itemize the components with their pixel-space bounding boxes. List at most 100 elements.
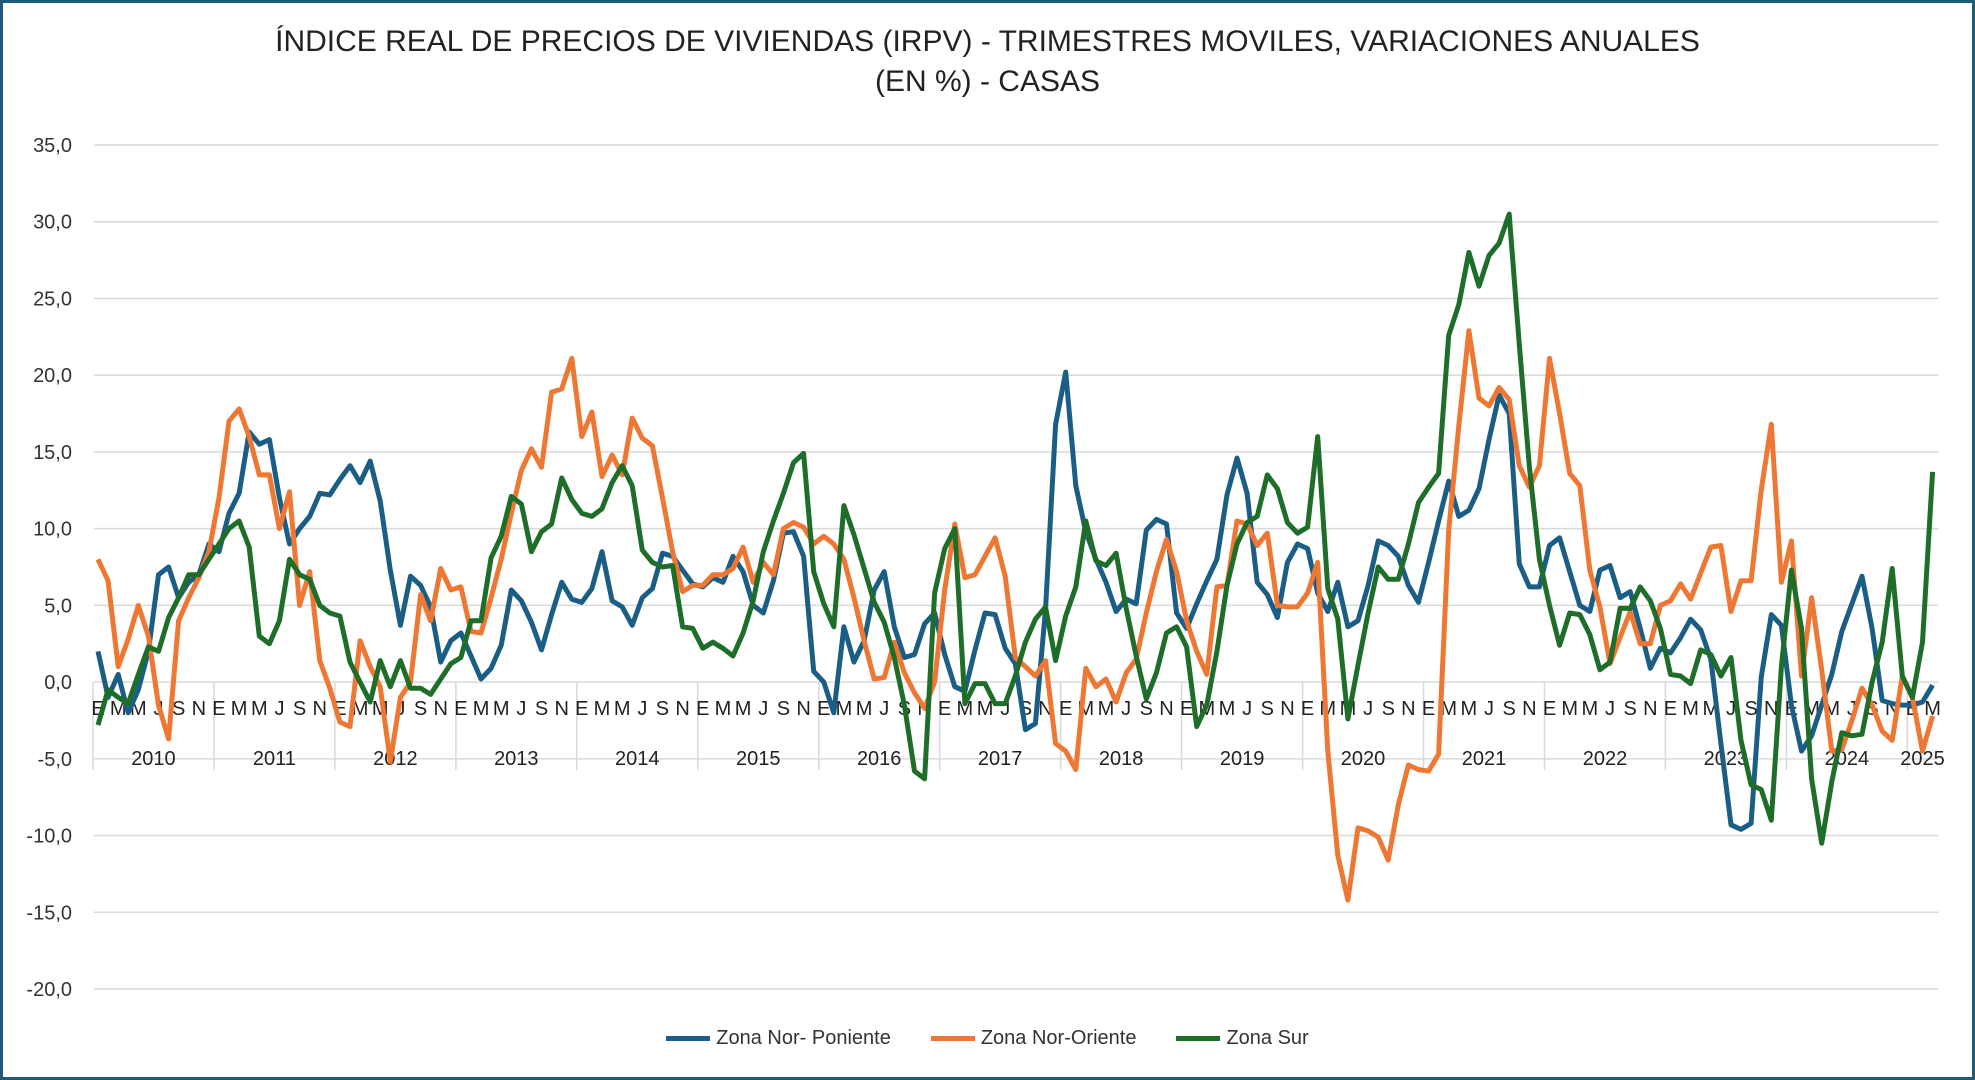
y-tick-label: 30,0: [33, 212, 72, 234]
y-tick-label: 20,0: [33, 365, 72, 387]
x-tick-label: J: [1605, 698, 1615, 720]
x-tick-label: M: [110, 698, 127, 720]
x-tick-label: N: [1764, 698, 1778, 720]
x-tick-label: J: [1726, 698, 1736, 720]
x-tick-label: M: [715, 698, 732, 720]
x-tick-label: S: [293, 698, 306, 720]
legend-swatch: [1176, 1036, 1221, 1041]
y-tick-label: 10,0: [33, 519, 72, 541]
x-tick-label: E: [1664, 698, 1677, 720]
x-tick-label: J: [758, 698, 768, 720]
series-line-sur: [95, 211, 1936, 846]
y-tick-label: 5,0: [44, 595, 72, 617]
x-tick-label: E: [212, 698, 225, 720]
x-tick-label: E: [1543, 698, 1556, 720]
x-tick-label: N: [192, 698, 206, 720]
x-tick-label: N: [313, 698, 327, 720]
x-tick-label: M: [957, 698, 974, 720]
legend-item-nor-poniente: Zona Nor- Poniente: [666, 1027, 891, 1050]
x-tick-label: N: [675, 698, 689, 720]
year-label: 2015: [736, 748, 781, 770]
y-tick-label: 25,0: [33, 288, 72, 310]
x-tick-label: M: [836, 698, 853, 720]
x-tick-label: J: [274, 698, 284, 720]
legend: Zona Nor- Poniente Zona Nor-Oriente Zona…: [0, 1027, 1975, 1050]
x-tick-label: M: [1461, 698, 1478, 720]
x-tick-label: N: [1643, 698, 1657, 720]
x-tick-label: J: [1847, 698, 1857, 720]
x-tick-label: M: [614, 698, 631, 720]
x-tick-label: M: [251, 698, 268, 720]
x-tick-label: N: [433, 698, 447, 720]
legend-item-sur: Zona Sur: [1176, 1027, 1309, 1050]
y-tick-label: 35,0: [33, 135, 72, 157]
x-tick-label: N: [796, 698, 810, 720]
x-tick-label: S: [777, 698, 790, 720]
x-tick-label: J: [516, 698, 526, 720]
chart-title: ÍNDICE REAL DE PRECIOS DE VIVIENDAS (IRP…: [275, 25, 1700, 58]
y-tick-label: -20,0: [26, 979, 72, 1001]
x-tick-label: N: [1280, 698, 1294, 720]
x-tick-label: S: [656, 698, 669, 720]
x-tick-label: S: [1623, 698, 1636, 720]
legend-swatch: [930, 1036, 975, 1041]
x-tick-label: J: [1121, 698, 1131, 720]
x-tick-label: N: [1522, 698, 1536, 720]
x-tick-label: J: [879, 698, 889, 720]
year-label: 2011: [253, 748, 296, 770]
chart-subtitle: (EN %) - CASAS: [874, 65, 1101, 98]
year-label: 2017: [978, 748, 1023, 770]
x-tick-label: M: [735, 698, 752, 720]
x-tick-label: M: [231, 698, 248, 720]
x-tick-label: S: [535, 698, 548, 720]
y-tick-label: -5,0: [38, 749, 72, 771]
x-tick-label: N: [1159, 698, 1173, 720]
y-tick-label: -10,0: [26, 826, 72, 848]
chart-title-block: ÍNDICE REAL DE PRECIOS DE VIVIENDAS (IRP…: [0, 22, 1975, 102]
legend-item-nor-oriente: Zona Nor-Oriente: [930, 1027, 1136, 1050]
y-tick-label: 0,0: [44, 672, 72, 694]
x-tick-label: M: [1440, 698, 1457, 720]
year-label: 2014: [615, 748, 660, 770]
year-label: 2010: [131, 748, 176, 770]
x-tick-label: E: [575, 698, 588, 720]
y-tick-label: 15,0: [33, 442, 72, 464]
x-tick-label: J: [637, 698, 647, 720]
x-tick-label: J: [1242, 698, 1252, 720]
series-line-nor-poniente: [95, 369, 1935, 832]
x-tick-label: E: [1301, 698, 1314, 720]
year-label: 2012: [373, 748, 418, 770]
x-tick-label: E: [817, 698, 830, 720]
year-label: 2025: [1900, 748, 1945, 770]
legend-label: Zona Nor- Poniente: [716, 1027, 891, 1049]
x-tick-label: M: [1561, 698, 1578, 720]
x-tick-label: E: [1059, 698, 1072, 720]
x-tick-label: M: [1219, 698, 1236, 720]
year-label: 2023: [1704, 748, 1749, 770]
x-tick-label: J: [1484, 698, 1494, 720]
x-tick-label: M: [493, 698, 510, 720]
x-tick-label: M: [1098, 698, 1115, 720]
legend-label: Zona Sur: [1226, 1027, 1309, 1049]
x-tick-label: E: [1180, 698, 1193, 720]
x-tick-label: S: [414, 698, 427, 720]
y-tick-label: -15,0: [26, 902, 72, 924]
x-tick-label: E: [696, 698, 709, 720]
year-label: 2019: [1220, 748, 1265, 770]
x-tick-label: S: [1503, 698, 1516, 720]
x-tick-label: N: [1401, 698, 1415, 720]
x-tick-label: J: [1000, 698, 1010, 720]
year-label: 2013: [494, 748, 539, 770]
x-tick-label: S: [172, 698, 185, 720]
x-tick-label: M: [594, 698, 611, 720]
x-tick-label: S: [1140, 698, 1153, 720]
year-label: 2021: [1462, 748, 1507, 770]
year-label: 2022: [1583, 748, 1628, 770]
x-tick-label: E: [938, 698, 951, 720]
series-line-nor-oriente: [95, 328, 1936, 903]
x-tick-label: E: [1422, 698, 1435, 720]
x-tick-label: N: [554, 698, 568, 720]
x-tick-label: M: [1924, 698, 1941, 720]
